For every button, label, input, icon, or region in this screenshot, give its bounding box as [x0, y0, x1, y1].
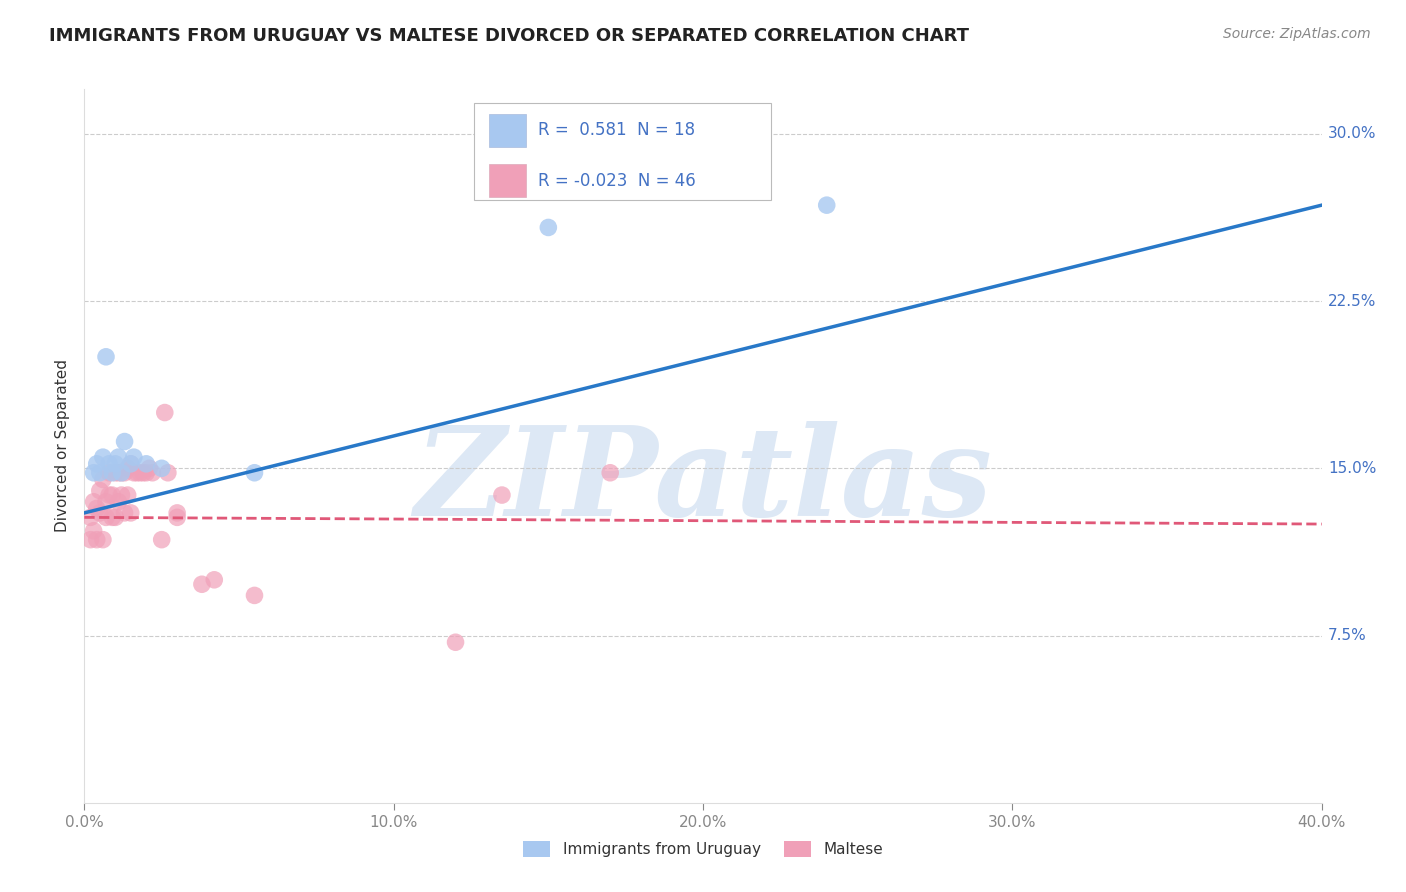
- Point: [132, 466, 155, 480]
- Point: [83, 466, 105, 480]
- Point: [114, 466, 136, 480]
- Point: [86, 533, 108, 547]
- Point: [107, 494, 129, 508]
- Point: [444, 635, 467, 649]
- Point: [191, 577, 214, 591]
- Text: ZIPatlas: ZIPatlas: [413, 421, 993, 542]
- Point: [120, 457, 142, 471]
- Point: [243, 466, 266, 480]
- Point: [129, 466, 152, 480]
- Point: [491, 488, 513, 502]
- Point: [110, 466, 132, 480]
- Point: [91, 533, 114, 547]
- Point: [202, 573, 225, 587]
- Point: [599, 466, 621, 480]
- Y-axis label: Divorced or Separated: Divorced or Separated: [55, 359, 70, 533]
- Point: [537, 220, 560, 235]
- Point: [117, 461, 139, 475]
- Point: [150, 533, 173, 547]
- Point: [98, 488, 121, 502]
- Point: [101, 488, 124, 502]
- Point: [98, 457, 121, 471]
- Point: [141, 466, 163, 480]
- Point: [94, 350, 117, 364]
- Point: [91, 473, 114, 487]
- Text: R =  0.581  N = 18: R = 0.581 N = 18: [538, 121, 696, 139]
- Point: [243, 589, 266, 603]
- Point: [98, 466, 121, 480]
- Point: [114, 506, 136, 520]
- Text: 7.5%: 7.5%: [1327, 628, 1367, 643]
- Point: [114, 434, 136, 449]
- FancyBboxPatch shape: [489, 164, 526, 196]
- Point: [125, 466, 148, 480]
- Point: [110, 488, 132, 502]
- Point: [89, 506, 111, 520]
- Point: [89, 466, 111, 480]
- Point: [120, 506, 142, 520]
- Point: [86, 501, 108, 516]
- Point: [91, 450, 114, 464]
- Point: [83, 524, 105, 538]
- Point: [166, 510, 188, 524]
- Point: [122, 466, 145, 480]
- Point: [135, 457, 157, 471]
- Point: [101, 510, 124, 524]
- Text: IMMIGRANTS FROM URUGUAY VS MALTESE DIVORCED OR SEPARATED CORRELATION CHART: IMMIGRANTS FROM URUGUAY VS MALTESE DIVOR…: [49, 27, 969, 45]
- Point: [135, 466, 157, 480]
- Point: [89, 483, 111, 498]
- Point: [79, 533, 101, 547]
- Point: [104, 466, 127, 480]
- Text: 22.5%: 22.5%: [1327, 293, 1376, 309]
- FancyBboxPatch shape: [474, 103, 770, 200]
- Point: [94, 510, 117, 524]
- Point: [104, 457, 127, 471]
- Text: 30.0%: 30.0%: [1327, 127, 1376, 141]
- Legend: Immigrants from Uruguay, Maltese: Immigrants from Uruguay, Maltese: [517, 835, 889, 863]
- Point: [86, 457, 108, 471]
- Point: [138, 461, 160, 475]
- Point: [815, 198, 838, 212]
- Point: [101, 466, 124, 480]
- Point: [104, 510, 127, 524]
- Point: [107, 466, 129, 480]
- Point: [122, 450, 145, 464]
- Text: 15.0%: 15.0%: [1327, 461, 1376, 475]
- Point: [110, 466, 132, 480]
- Point: [150, 461, 173, 475]
- Point: [120, 457, 142, 471]
- Point: [83, 494, 105, 508]
- Text: Source: ZipAtlas.com: Source: ZipAtlas.com: [1223, 27, 1371, 41]
- Point: [156, 466, 179, 480]
- FancyBboxPatch shape: [489, 114, 526, 146]
- Point: [117, 488, 139, 502]
- Point: [79, 510, 101, 524]
- Point: [166, 506, 188, 520]
- Point: [107, 450, 129, 464]
- Point: [153, 405, 176, 419]
- Point: [94, 494, 117, 508]
- Text: R = -0.023  N = 46: R = -0.023 N = 46: [538, 171, 696, 189]
